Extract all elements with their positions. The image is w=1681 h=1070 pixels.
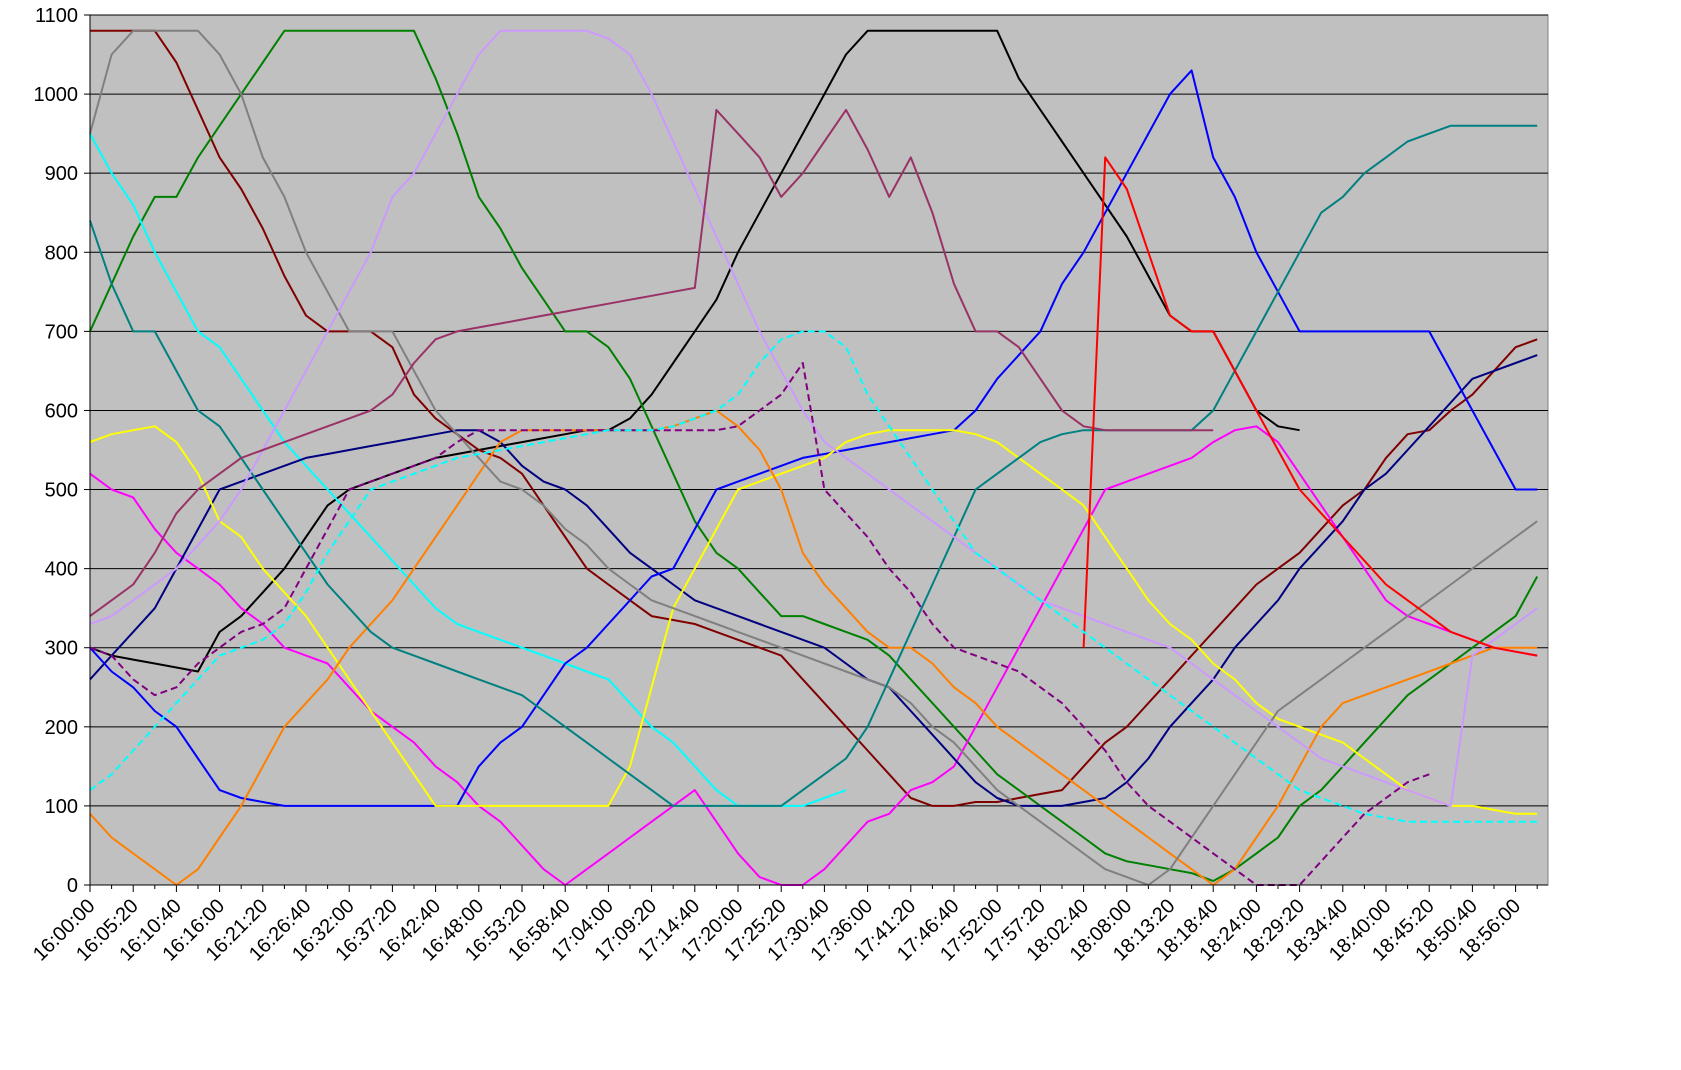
series-line xyxy=(89,133,847,807)
series-line xyxy=(89,29,1538,807)
series-line xyxy=(89,409,1538,886)
series-line xyxy=(90,29,1538,807)
y-tick-label: 1000 xyxy=(34,84,79,106)
series-line xyxy=(89,425,1538,886)
y-tick-label: 700 xyxy=(45,321,78,343)
y-tick-label: 100 xyxy=(45,796,78,818)
series-line xyxy=(89,69,1538,807)
series-line xyxy=(89,354,1538,807)
y-tick-label: 500 xyxy=(45,480,78,502)
y-tick-label: 1100 xyxy=(35,5,78,27)
series-line xyxy=(89,330,1538,823)
plot-area xyxy=(89,14,1549,886)
y-tick-label: 900 xyxy=(45,163,78,185)
y-tick-label: 0 xyxy=(67,875,78,897)
y-tick-label: 200 xyxy=(45,717,78,739)
series-line xyxy=(89,29,1300,673)
y-tick-label: 800 xyxy=(45,242,78,264)
series-line xyxy=(89,124,1538,807)
series-line xyxy=(89,29,1538,886)
y-tick-label: 400 xyxy=(45,559,78,581)
y-tick-label: 300 xyxy=(45,638,78,660)
series-line xyxy=(89,425,1538,815)
y-tick-label: 600 xyxy=(45,400,78,422)
series-line xyxy=(89,108,1214,617)
series-line xyxy=(1082,156,1538,657)
series-line xyxy=(89,362,1430,886)
series-line xyxy=(89,29,1539,882)
